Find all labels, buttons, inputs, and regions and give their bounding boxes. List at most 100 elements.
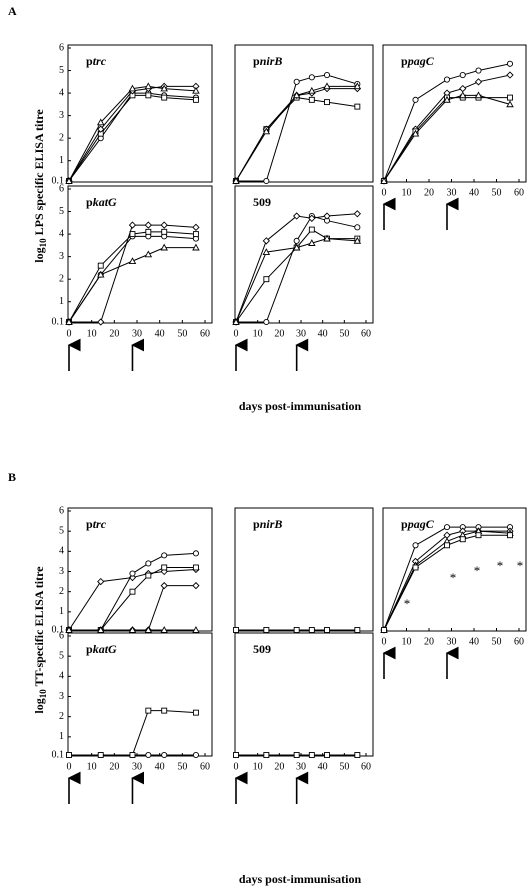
x-tick-label: 60 <box>361 328 371 339</box>
y-tick-label: 0.1 <box>52 175 65 186</box>
marker <box>381 627 387 633</box>
x-tick-label: 20 <box>109 761 119 772</box>
y-tick-label: 5 <box>59 65 64 76</box>
marker <box>324 752 330 758</box>
marker <box>129 570 136 577</box>
marker <box>192 231 199 238</box>
marker <box>263 318 270 326</box>
y-axis-title: log10 TT-specific ELISA titre <box>32 566 48 714</box>
x-tick-label: 20 <box>424 636 434 647</box>
y-axis-title-sub: 10 <box>38 689 48 699</box>
marker <box>128 257 137 264</box>
marker <box>97 577 105 586</box>
panel-frame <box>67 185 213 324</box>
marker <box>144 82 153 90</box>
y-tick-label: 2 <box>59 132 64 143</box>
panel-title: pnirB <box>253 517 282 531</box>
series-line <box>383 63 511 182</box>
annotation: * <box>474 563 481 578</box>
marker <box>412 96 419 103</box>
marker <box>292 91 301 99</box>
x-tick-label: 20 <box>274 328 284 339</box>
x-tick-label: 40 <box>469 187 479 198</box>
marker <box>144 221 152 229</box>
marker <box>506 100 514 108</box>
marker <box>192 581 200 590</box>
marker <box>97 752 104 758</box>
marker <box>65 318 73 325</box>
marker <box>308 239 316 246</box>
series-line <box>68 231 196 323</box>
x-tick-label: 50 <box>339 761 349 772</box>
panel-title: pkatG <box>86 642 117 656</box>
marker <box>506 60 514 67</box>
marker <box>380 177 388 184</box>
marker <box>96 118 105 126</box>
series-line <box>68 247 196 323</box>
marker <box>232 177 240 184</box>
marker <box>293 237 300 244</box>
marker <box>354 103 361 110</box>
marker <box>443 95 451 103</box>
x-tick-label: 10 <box>253 328 263 339</box>
y-tick-label: 6 <box>59 630 64 641</box>
panel-title: ptrc <box>86 517 107 531</box>
x-tick-label: 20 <box>424 187 434 198</box>
marker <box>192 709 199 716</box>
y-tick-label: 3 <box>59 110 64 121</box>
y-tick-label: 0.1 <box>52 316 65 327</box>
x-tick-label: 40 <box>155 761 165 772</box>
series-line <box>383 97 510 182</box>
y-tick-label: 3 <box>59 251 64 262</box>
y-tick-label: 5 <box>59 650 64 661</box>
marker <box>161 751 168 759</box>
x-tick-label: 40 <box>155 328 165 339</box>
x-tick-label: 0 <box>234 761 239 772</box>
annotation: * <box>404 596 411 611</box>
y-tick-label: 2 <box>59 273 64 284</box>
y-tick-label: 1 <box>59 731 64 742</box>
y-axis-title-base: log <box>32 698 46 713</box>
marker <box>263 752 270 758</box>
panel-title: pnirB <box>253 54 282 68</box>
y-tick-label: 2 <box>59 711 64 722</box>
x-tick-label: 30 <box>296 761 306 772</box>
panel-frame <box>67 632 213 757</box>
marker <box>192 751 199 759</box>
series-line <box>383 534 510 631</box>
marker <box>308 86 316 94</box>
marker <box>324 99 330 106</box>
marker <box>128 626 137 633</box>
y-tick-label: 1 <box>59 155 64 166</box>
series-line <box>68 568 196 631</box>
marker <box>353 82 362 90</box>
marker <box>323 234 331 242</box>
marker <box>293 752 300 758</box>
series-line <box>69 710 196 756</box>
marker <box>263 276 270 283</box>
panel-frame <box>234 185 374 324</box>
series-line <box>68 85 196 182</box>
marker <box>161 552 168 559</box>
marker <box>96 270 105 278</box>
figure-label: B <box>8 470 16 484</box>
marker <box>160 243 168 251</box>
y-tick-label: 4 <box>59 546 64 557</box>
marker <box>262 237 270 245</box>
marker <box>192 626 200 633</box>
panel-frame <box>67 507 213 632</box>
marker <box>65 177 73 184</box>
marker <box>160 221 168 229</box>
marker <box>232 318 240 325</box>
marker <box>65 626 73 633</box>
series-line <box>383 526 510 631</box>
x-tick-label: 30 <box>132 328 142 339</box>
marker <box>353 236 362 244</box>
panel-title: 509 <box>253 195 271 209</box>
marker <box>293 212 301 220</box>
marker <box>458 91 467 99</box>
series-line <box>68 94 196 182</box>
panel-title: pkatG <box>86 195 117 209</box>
x-tick-label: 60 <box>200 761 210 772</box>
marker <box>128 84 137 92</box>
